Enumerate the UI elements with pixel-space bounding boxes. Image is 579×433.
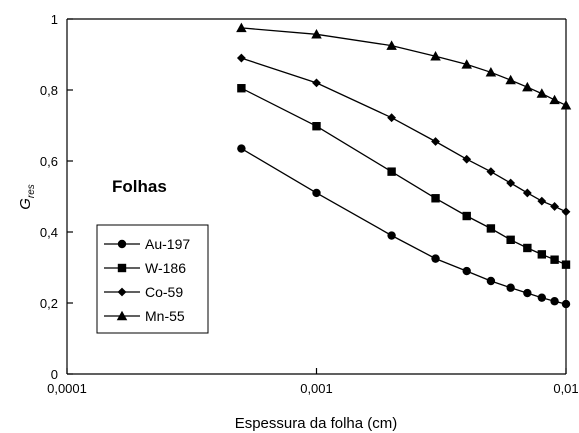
data-point-co-59 <box>431 137 440 146</box>
data-point-au-197 <box>387 231 396 240</box>
legend-label: Co-59 <box>145 284 183 300</box>
series-layer <box>236 22 572 309</box>
legend-marker-co-59 <box>117 287 127 297</box>
data-point-au-197 <box>523 288 532 298</box>
y-tick-label: 0,6 <box>40 154 58 169</box>
y-tick-label: 1 <box>51 12 58 27</box>
data-point-au-197 <box>537 293 547 302</box>
data-point-mn-55 <box>522 81 533 92</box>
series-line-w-186 <box>241 87 567 266</box>
data-point-w-186 <box>387 167 396 176</box>
legend-label: Au-197 <box>145 236 190 252</box>
data-point-co-59 <box>506 178 516 188</box>
legend-item-au-197: Au-197 <box>104 236 190 252</box>
y-axis-title-main: G <box>17 198 34 210</box>
y-tick-label: 0 <box>51 367 58 382</box>
data-point-mn-55 <box>311 29 322 39</box>
data-point-w-186 <box>431 194 440 203</box>
data-point-mn-55 <box>461 59 472 69</box>
legend-item-co-59: Co-59 <box>104 284 183 300</box>
data-point-mn-55 <box>485 67 497 77</box>
y-tick-label: 0,8 <box>40 83 58 98</box>
legend-box <box>96 224 209 334</box>
y-axis-title: Gres <box>17 184 37 210</box>
data-point-co-59 <box>522 188 532 198</box>
series-line-au-197 <box>241 148 567 305</box>
legend: Au-197 W-186 Co-59 Mn-55 <box>96 224 209 334</box>
data-point-mn-55 <box>549 94 560 105</box>
data-point-au-197 <box>237 144 246 153</box>
x-tick-label: 0,01 <box>553 381 578 396</box>
data-point-au-197 <box>486 276 496 286</box>
data-point-w-186 <box>523 243 532 253</box>
legend-items: Au-197 W-186 Co-59 Mn-55 <box>104 236 190 324</box>
series-line-mn-55 <box>241 27 567 106</box>
data-point-mn-55 <box>236 22 247 33</box>
legend-marker-au-197 <box>117 239 127 249</box>
data-point-co-59 <box>486 167 496 177</box>
y-tick-label: 0,2 <box>40 296 58 311</box>
data-point-mn-55 <box>560 100 572 110</box>
y-tick-label: 0,4 <box>40 225 58 240</box>
data-point-w-186 <box>550 255 559 264</box>
data-point-co-59 <box>312 78 321 88</box>
series-co-59 <box>236 53 571 217</box>
data-point-au-197 <box>550 297 559 306</box>
data-point-co-59 <box>550 202 559 211</box>
legend-label: Mn-55 <box>145 308 185 324</box>
legend-item-mn-55: Mn-55 <box>104 308 185 324</box>
series-au-197 <box>237 144 571 309</box>
legend-item-w-186: W-186 <box>104 260 186 276</box>
data-point-au-197 <box>561 299 571 309</box>
chart-annotation: Folhas <box>112 177 167 196</box>
data-point-co-59 <box>387 113 397 123</box>
data-point-mn-55 <box>536 88 548 98</box>
data-point-au-197 <box>506 283 515 292</box>
x-axis-title: Espessura da folha (cm) <box>235 415 398 432</box>
data-point-mn-55 <box>386 40 397 50</box>
data-point-w-186 <box>462 211 471 221</box>
data-point-w-186 <box>537 250 547 259</box>
data-point-w-186 <box>312 122 321 131</box>
x-axis-ticks: 0,0001 0,001 0,01 <box>47 368 579 396</box>
x-tick-label: 0,001 <box>300 381 333 396</box>
data-point-co-59 <box>236 53 246 63</box>
data-point-co-59 <box>561 207 571 217</box>
x-tick-label: 0,0001 <box>47 381 87 396</box>
data-point-au-197 <box>431 254 440 263</box>
series-line-co-59 <box>241 57 567 213</box>
legend-label: W-186 <box>145 260 186 276</box>
data-point-mn-55 <box>505 74 516 85</box>
y-axis-title-sub: res <box>26 184 37 198</box>
legend-marker-mn-55 <box>116 310 128 321</box>
data-point-au-197 <box>462 266 471 276</box>
y-axis-ticks: 0 0,2 0,4 0,6 0,8 1 <box>40 12 73 382</box>
plot-frame <box>66 18 567 375</box>
legend-marker-w-186 <box>117 263 127 273</box>
data-point-mn-55 <box>430 51 441 61</box>
series-w-186 <box>237 84 571 269</box>
data-point-co-59 <box>462 154 472 164</box>
data-point-w-186 <box>486 224 496 233</box>
data-point-w-186 <box>506 235 515 245</box>
data-point-au-197 <box>312 188 321 198</box>
data-point-co-59 <box>537 196 547 206</box>
data-point-w-186 <box>561 260 571 269</box>
data-point-w-186 <box>237 84 246 93</box>
series-mn-55 <box>236 22 572 110</box>
